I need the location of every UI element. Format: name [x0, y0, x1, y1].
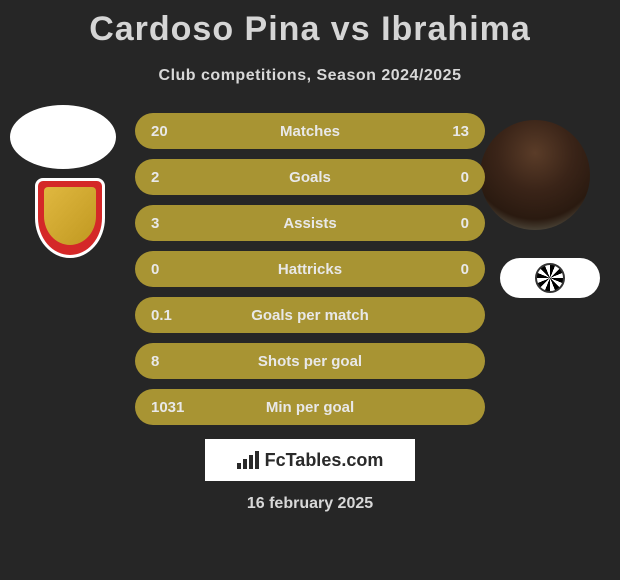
- brand-box: FcTables.com: [205, 439, 415, 481]
- page-subtitle: Club competitions, Season 2024/2025: [0, 67, 620, 85]
- stat-label: Matches: [221, 123, 399, 140]
- stat-label: Assists: [221, 215, 399, 232]
- stat-row: 2 Goals 0: [135, 159, 485, 195]
- stat-label: Goals: [221, 169, 399, 186]
- stat-right-value: 0: [399, 169, 469, 186]
- stat-left-value: 0: [151, 261, 221, 278]
- brand-label: FcTables.com: [265, 450, 384, 471]
- club-left-logo: [20, 178, 120, 264]
- bar-chart-icon: [237, 451, 259, 469]
- stat-row: 0 Hattricks 0: [135, 251, 485, 287]
- stat-row: 20 Matches 13: [135, 113, 485, 149]
- shield-icon: [35, 178, 105, 258]
- stat-left-value: 0.1: [151, 307, 221, 324]
- stat-left-value: 2: [151, 169, 221, 186]
- stat-row: 0.1 Goals per match: [135, 297, 485, 333]
- stat-label: Hattricks: [221, 261, 399, 278]
- club-right-logo: [500, 258, 600, 298]
- stat-row: 8 Shots per goal: [135, 343, 485, 379]
- page-title: Cardoso Pina vs Ibrahima: [0, 0, 620, 49]
- checker-badge-icon: [535, 263, 565, 293]
- stat-label: Min per goal: [221, 399, 399, 416]
- stat-label: Shots per goal: [221, 353, 399, 370]
- stat-left-value: 3: [151, 215, 221, 232]
- stat-left-value: 8: [151, 353, 221, 370]
- stats-container: 20 Matches 13 2 Goals 0 3 Assists 0 0 Ha…: [135, 113, 485, 425]
- stat-right-value: 13: [399, 123, 469, 140]
- stat-right-value: 0: [399, 215, 469, 232]
- player-right-photo: [480, 120, 590, 230]
- stat-right-value: 0: [399, 261, 469, 278]
- stat-left-value: 20: [151, 123, 221, 140]
- footer-date: 16 february 2025: [0, 495, 620, 513]
- player-left-photo: [10, 105, 116, 169]
- stat-label: Goals per match: [221, 307, 399, 324]
- stat-row: 1031 Min per goal: [135, 389, 485, 425]
- stat-left-value: 1031: [151, 399, 221, 416]
- stat-row: 3 Assists 0: [135, 205, 485, 241]
